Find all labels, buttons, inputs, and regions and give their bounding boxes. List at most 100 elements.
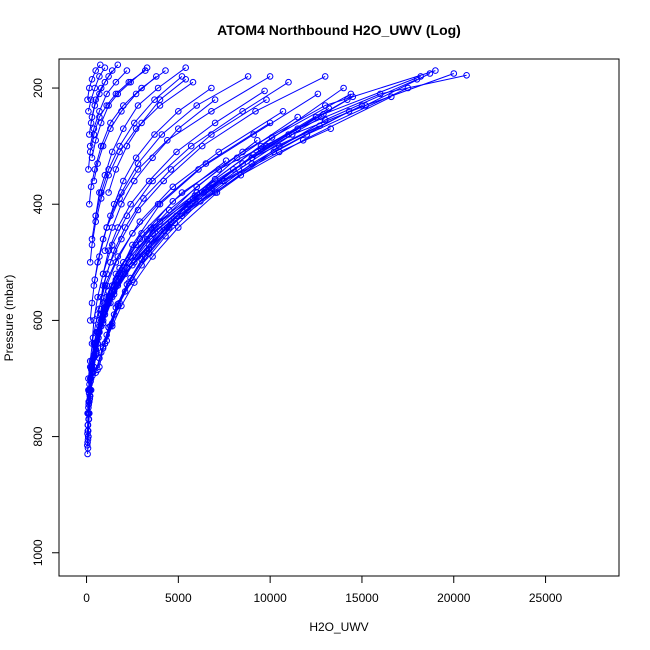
data-point <box>145 177 153 185</box>
series-line <box>87 99 348 440</box>
data-point <box>208 184 215 192</box>
series-line <box>108 78 187 193</box>
data-point <box>99 142 107 150</box>
profile-series <box>103 105 333 345</box>
data-point <box>169 198 177 205</box>
data-point <box>279 108 287 115</box>
data-point <box>202 160 210 167</box>
data-point <box>94 160 101 167</box>
y-tick-label: 600 <box>31 310 45 330</box>
data-point <box>96 189 103 196</box>
x-tick-label: 5000 <box>165 591 192 605</box>
series-line <box>102 116 298 347</box>
series-line <box>95 73 454 373</box>
data-point <box>116 142 123 150</box>
data-point <box>127 78 134 86</box>
y-tick-label: 200 <box>31 78 45 98</box>
data-point <box>195 166 202 173</box>
profile-series <box>92 113 325 359</box>
data-point <box>198 142 206 150</box>
data-point <box>404 84 412 92</box>
data-point <box>91 102 99 109</box>
profile-series <box>92 64 189 220</box>
profile-series <box>90 73 160 185</box>
data-point <box>121 224 129 231</box>
data-point <box>450 70 458 77</box>
profile-series <box>88 64 151 162</box>
series-line <box>91 76 183 240</box>
data-point <box>91 343 99 350</box>
data-point <box>129 230 136 237</box>
data-point <box>112 304 120 311</box>
y-axis-label: Pressure (mbar) <box>2 275 16 362</box>
data-point <box>211 96 219 103</box>
data-point <box>123 67 131 74</box>
data-point <box>88 299 96 307</box>
data-point <box>149 154 156 162</box>
data-point <box>101 247 109 254</box>
data-point <box>233 154 241 162</box>
data-point <box>138 84 145 92</box>
data-point <box>120 125 127 132</box>
data-point <box>131 177 138 185</box>
profile-series <box>86 93 357 406</box>
data-point <box>118 200 125 208</box>
data-point <box>250 131 257 138</box>
data-point <box>91 166 99 173</box>
data-point <box>248 160 256 167</box>
series-line <box>104 75 421 344</box>
data-point <box>90 177 98 185</box>
data-point <box>211 119 219 127</box>
series-line <box>89 81 194 263</box>
data-point <box>103 102 110 109</box>
data-point <box>86 259 94 266</box>
plot-box <box>58 58 620 577</box>
data-point <box>250 151 257 159</box>
series-layer <box>84 61 470 458</box>
data-point <box>88 76 96 83</box>
data-point <box>208 84 215 92</box>
data-point <box>162 67 169 74</box>
data-point <box>90 125 98 132</box>
data-point <box>263 96 270 103</box>
data-point <box>87 96 95 103</box>
data-point <box>156 227 164 234</box>
data-point <box>108 320 116 327</box>
data-point <box>97 61 104 69</box>
x-tick-label: 15000 <box>345 591 379 605</box>
data-point <box>123 281 131 288</box>
data-point <box>114 61 122 69</box>
profile-series <box>86 67 169 208</box>
data-point <box>253 137 261 144</box>
data-point <box>239 108 246 115</box>
series-line <box>89 116 317 391</box>
data-point <box>132 90 140 98</box>
data-point <box>417 73 425 80</box>
data-point <box>347 90 355 98</box>
data-point <box>191 192 199 199</box>
data-point <box>182 76 189 83</box>
data-point <box>86 131 93 138</box>
data-point <box>125 259 133 266</box>
data-point <box>92 137 99 144</box>
series-line <box>90 70 113 124</box>
data-point <box>158 131 166 138</box>
data-point <box>266 119 274 127</box>
profile-series <box>87 67 116 127</box>
data-point <box>266 73 274 80</box>
series-line <box>93 76 157 182</box>
x-tick-label: 10000 <box>253 591 287 605</box>
data-point <box>257 145 265 153</box>
profile-series <box>84 61 104 103</box>
data-point <box>103 224 110 231</box>
data-point <box>252 108 259 115</box>
data-point <box>118 108 125 115</box>
data-point <box>432 67 439 74</box>
data-point <box>173 212 180 220</box>
data-point <box>101 78 109 86</box>
data-point <box>208 108 215 115</box>
data-point <box>175 108 182 115</box>
data-point <box>134 102 142 109</box>
series-line <box>87 139 258 434</box>
data-point <box>97 189 105 196</box>
